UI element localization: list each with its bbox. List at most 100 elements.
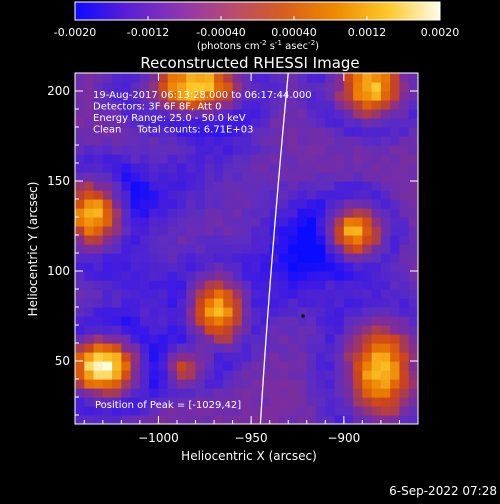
- heatmap-cell: [102, 379, 113, 389]
- heatmap-cell: [251, 361, 262, 371]
- heatmap-cell: [390, 145, 401, 155]
- heatmap-cell: [223, 163, 234, 173]
- heatmap-cell: [139, 289, 150, 299]
- heatmap-cell: [288, 325, 299, 335]
- heatmap-cell: [112, 208, 122, 218]
- heatmap-cell: [149, 388, 160, 398]
- heatmap-cell: [371, 370, 382, 380]
- heatmap-cell: [214, 127, 224, 137]
- heatmap-cell: [353, 388, 363, 398]
- heatmap-cell: [167, 379, 178, 389]
- heatmap-cell: [399, 145, 410, 155]
- heatmap-cell: [223, 82, 234, 92]
- heatmap-cell: [325, 325, 336, 335]
- heatmap-cell: [288, 361, 299, 371]
- heatmap-cell: [288, 109, 299, 119]
- heatmap-cell: [167, 343, 178, 353]
- heatmap-cell: [251, 199, 262, 209]
- heatmap-cell: [130, 244, 141, 254]
- heatmap-cell: [325, 154, 336, 164]
- heatmap-cell: [204, 172, 215, 182]
- heatmap-cell: [139, 397, 150, 407]
- heatmap-cell: [325, 82, 336, 92]
- heatmap-cell: [139, 406, 150, 416]
- heatmap-cell: [390, 280, 401, 290]
- heatmap-cell: [399, 181, 410, 191]
- heatmap-cell: [343, 208, 354, 218]
- heatmap-cell: [195, 307, 206, 317]
- heatmap-cell: [269, 352, 280, 362]
- heatmap-cell: [158, 397, 169, 407]
- heatmap-cell: [158, 379, 169, 389]
- heatmap-cell: [408, 415, 418, 424]
- heatmap-cell: [176, 118, 187, 128]
- heatmap-cell: [121, 343, 132, 353]
- heatmap-cell: [139, 190, 150, 200]
- heatmap-cell: [232, 118, 243, 128]
- heatmap-cell: [371, 406, 382, 416]
- heatmap-cell: [186, 253, 197, 263]
- heatmap-cell: [241, 379, 252, 389]
- heatmap-cell: [380, 118, 391, 128]
- heatmap-cell: [399, 352, 410, 362]
- heatmap-cell: [343, 145, 354, 155]
- heatmap-cell: [316, 190, 326, 200]
- heatmap-cell: [269, 163, 280, 173]
- heatmap-cell: [362, 154, 373, 164]
- heatmap-cell: [195, 100, 206, 110]
- heatmap-cell: [362, 208, 373, 218]
- heatmap-cell: [112, 127, 122, 137]
- heatmap-cell: [306, 325, 317, 335]
- heatmap-cell: [353, 253, 363, 263]
- heatmap-cell: [380, 280, 391, 290]
- heatmap-cell: [84, 235, 95, 245]
- heatmap-cell: [176, 145, 187, 155]
- heatmap-cell: [371, 298, 382, 308]
- heatmap-cell: [297, 307, 308, 317]
- heatmap-cell: [121, 307, 132, 317]
- heatmap-cell: [112, 388, 122, 398]
- heatmap-cell: [93, 145, 104, 155]
- heatmap-cell: [195, 109, 206, 119]
- heatmap-cell: [278, 415, 289, 424]
- heatmap-cell: [278, 271, 289, 281]
- heatmap-cell: [297, 217, 308, 227]
- heatmap-cell: [158, 334, 169, 344]
- heatmap-cell: [121, 208, 132, 218]
- colorbar-tick-label: 0.0020: [421, 26, 460, 39]
- heatmap-cell: [390, 235, 401, 245]
- heatmap-cell: [214, 307, 224, 317]
- heatmap-cell: [75, 118, 85, 128]
- heatmap-cell: [390, 307, 401, 317]
- heatmap-cell: [75, 145, 85, 155]
- heatmap-cell: [297, 181, 308, 191]
- heatmap-cell: [371, 334, 382, 344]
- heatmap-cell: [306, 190, 317, 200]
- heatmap-cell: [390, 73, 401, 83]
- heatmap-cell: [343, 172, 354, 182]
- heatmap-cell: [260, 361, 271, 371]
- heatmap-cell: [306, 298, 317, 308]
- heatmap-cell: [353, 199, 363, 209]
- heatmap-cell: [223, 280, 234, 290]
- heatmap-cell: [380, 262, 391, 272]
- heatmap-cell: [362, 253, 373, 263]
- heatmap-cell: [102, 208, 113, 218]
- heatmap-cell: [371, 343, 382, 353]
- heatmap-cell: [399, 217, 410, 227]
- heatmap-cell: [260, 190, 271, 200]
- heatmap-cell: [288, 145, 299, 155]
- heatmap-cell: [93, 118, 104, 128]
- heatmap-cell: [112, 226, 122, 236]
- heatmap-cell: [241, 271, 252, 281]
- heatmap-cell: [232, 73, 243, 83]
- heatmap-cell: [343, 253, 354, 263]
- heatmap-cell: [278, 244, 289, 254]
- heatmap-cell: [260, 280, 271, 290]
- heatmap-cell: [149, 325, 160, 335]
- heatmap-cell: [223, 190, 234, 200]
- heatmap-cell: [390, 406, 401, 416]
- heatmap-cell: [204, 217, 215, 227]
- heatmap-cell: [269, 271, 280, 281]
- heatmap-cell: [167, 388, 178, 398]
